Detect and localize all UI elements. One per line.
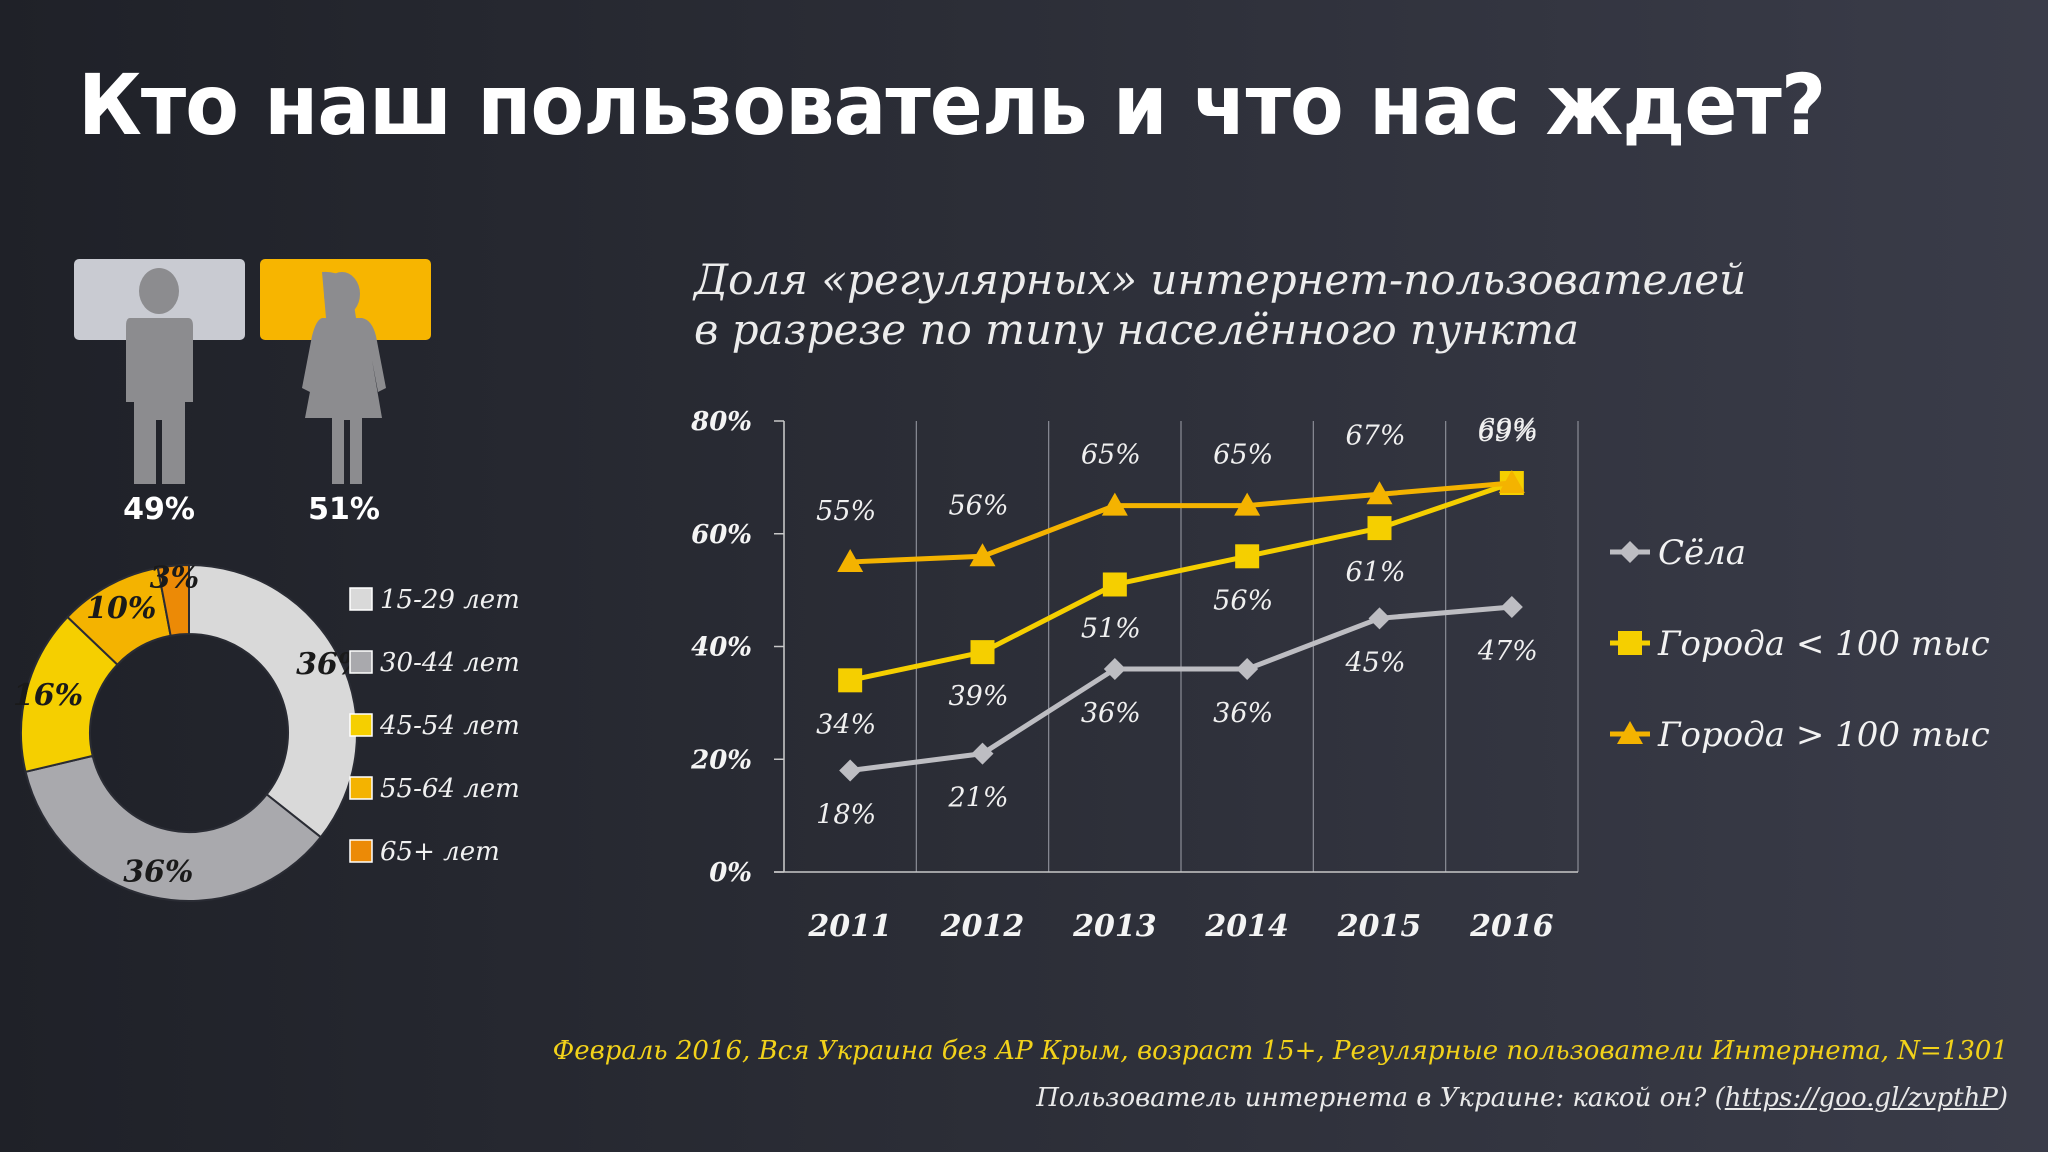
y-tick-label: 0% [709,858,752,888]
female-percent: 51% [308,492,380,527]
reference-close: ) [1997,1083,2008,1113]
donut-slice [24,754,323,902]
data-label: 51% [1081,613,1141,644]
y-tick-label: 80% [690,407,752,437]
data-point [837,548,864,572]
data-label: 65% [1081,440,1141,471]
data-label: 36% [1081,698,1141,729]
data-label: 36% [1213,698,1273,729]
legend-label: 45-54 лет [379,711,520,741]
legend-swatch [349,713,373,737]
legend-label: Города < 100 тыс [1657,624,1990,664]
legend-marker [1618,631,1642,655]
x-tick-label: 2016 [1469,909,1554,944]
y-tick-label: 60% [691,520,752,550]
data-label: 56% [1213,585,1273,616]
legend-swatch [349,650,373,674]
data-point [1101,492,1128,516]
data-label: 67% [1345,420,1405,451]
data-point [1368,607,1391,630]
line-chart-title: Доля «регулярных» интернет-пользователей… [694,255,1747,354]
data-point [969,543,996,567]
data-point [1367,516,1392,541]
data-point [1103,658,1126,681]
donut-slice-label: 10% [86,591,156,626]
data-label: 47% [1477,636,1538,667]
data-label: 61% [1345,557,1405,588]
x-tick-label: 2012 [940,909,1025,944]
series-line [849,604,1513,774]
donut-slice [156,563,190,637]
legend-label: Города > 100 тыс [1657,715,1990,755]
x-tick-label: 2014 [1204,909,1289,944]
legend-swatch [349,839,373,863]
data-point [1235,544,1260,569]
reference-text: Пользователь интернета в Украине: какой … [1036,1083,1725,1113]
legend-marker [1619,541,1641,563]
donut-slice-label: 36% [123,855,193,890]
series-line [849,480,1513,683]
slide-title: Кто наш пользователь и что нас ждет? [78,56,1826,154]
man-icon [126,268,193,484]
data-point [1500,596,1523,619]
data-label: 34% [816,709,876,740]
legend-label: 65+ лет [380,837,500,867]
legend-label: 30-44 лет [380,648,520,678]
donut-slice [188,563,358,839]
data-point [1498,470,1525,494]
data-point [839,759,862,782]
legend-label: 55-64 лет [380,774,520,804]
legend-swatch [349,776,373,800]
male-percent: 49% [123,492,195,527]
reference-link[interactable]: https://goo.gl/zvpthP [1724,1083,1998,1113]
donut-slice-label: 16% [13,678,83,713]
legend-marker [1617,721,1643,744]
data-label: 55% [816,496,876,527]
source-note: Февраль 2016, Вся Украина без АР Крым, в… [552,1036,2008,1066]
data-point [970,640,995,665]
data-label: 39% [948,681,1008,712]
reference-note: Пользователь интернета в Украине: какой … [1036,1083,2008,1113]
series-line [850,480,1513,565]
data-label: 18% [816,800,876,831]
legend-label: 15-29 лет [380,585,520,615]
data-label: 69% [1478,417,1538,448]
data-label: 21% [947,783,1008,814]
data-label: 65% [1213,440,1273,471]
data-label: 45% [1344,647,1405,678]
x-tick-label: 2013 [1072,909,1157,944]
x-tick-label: 2011 [807,909,892,944]
woman-icon [302,271,386,484]
data-label: 69% [1478,414,1538,445]
y-tick-label: 20% [690,745,752,775]
data-point [838,668,863,693]
data-point [1366,481,1393,505]
y-tick-label: 40% [691,633,752,663]
data-point [1236,658,1259,681]
legend-label: Сёла [1658,533,1746,573]
legend-swatch [349,587,373,611]
data-point [1234,492,1261,516]
donut-slice-label: 3% [150,561,199,596]
data-point [971,742,994,765]
data-point [1102,572,1127,597]
data-label: 56% [948,490,1008,521]
x-tick-label: 2015 [1337,909,1422,944]
